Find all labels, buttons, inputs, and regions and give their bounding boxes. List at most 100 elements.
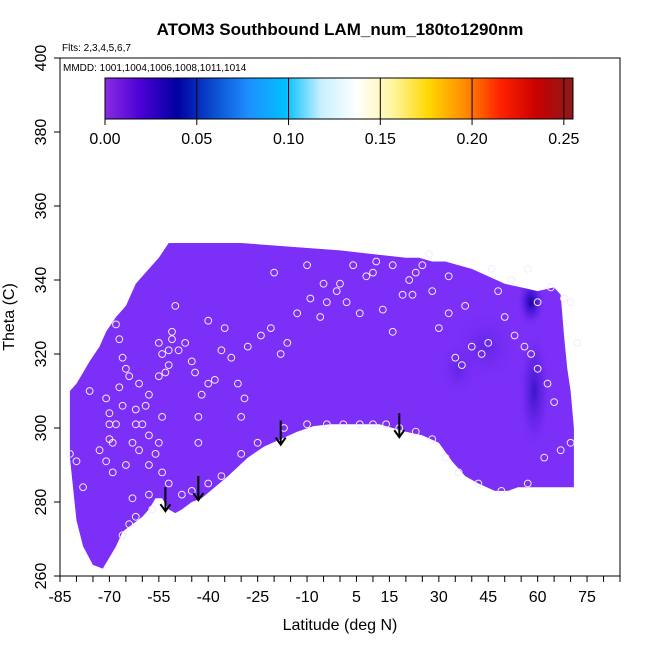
sample-point [145,431,153,440]
field-layer [69,243,574,569]
sample-point [125,372,134,381]
sample-point [118,401,127,410]
sample-point [220,324,229,333]
sample-point [303,420,311,429]
sample-point [487,265,496,273]
y-tick-label: 340 [33,267,50,294]
sample-point [177,490,186,499]
sample-point [510,331,519,340]
sample-point [65,450,74,458]
x-tick-label: -85 [48,589,71,606]
sample-point [131,405,140,414]
sample-point [444,272,453,281]
data-field [69,243,574,569]
sample-point [342,298,351,307]
sample-point [349,261,358,270]
sample-point [128,494,137,503]
sample-point [128,438,137,447]
sample-point [174,346,183,355]
sample-point [204,379,213,388]
sample-point [556,446,565,455]
arrows [159,413,406,513]
sample-point [306,294,315,303]
sample-point [369,420,377,429]
sample-point [316,313,325,321]
sample-point [566,438,575,447]
sample-point [283,339,292,347]
sample-point [408,290,417,299]
sample-point [115,383,124,392]
sample-point [118,353,127,362]
sample-point [507,276,516,284]
sample-point [168,335,176,344]
sample-point [497,487,506,495]
sample-point [467,342,476,351]
y-axis: 260 280 300 320 340 360 380 400 [33,45,60,590]
sample-point [494,287,503,296]
sample-point [527,350,535,358]
arrow-marker [274,420,287,447]
x-tick-label: -40 [197,589,220,606]
sample-point [112,320,120,329]
sample-point [164,346,173,355]
colorbar: 0.00 0.05 0.10 0.15 0.20 0.25 [89,77,579,148]
x-tick-label: 5 [352,589,361,606]
sample-point [161,368,170,377]
sample-point [85,387,94,395]
sample-point [372,257,381,266]
y-axis-label: Theta (C) [1,283,18,351]
y-tick-label: 280 [33,489,50,516]
arrow-marker [393,413,406,439]
sample-point [145,490,153,499]
sample-point [336,279,344,288]
sample-point [461,302,470,310]
chart-title: ATOM3 Southbound LAM_num_180to1290nm [157,20,524,39]
sample-point [135,379,143,388]
sample-point [243,342,252,351]
sample-point [171,302,180,310]
sample-point [131,420,140,429]
sample-point [293,309,302,318]
x-tick-label: -70 [98,589,121,606]
colorbar-tick-label: 0.15 [365,131,396,148]
sample-point [233,379,242,388]
sample-point [154,372,163,381]
sample-point [428,435,437,444]
sample-point [276,350,285,358]
sample-point [204,479,213,488]
sample-point [434,324,443,333]
sample-point [227,353,236,362]
y-tick-label: 400 [33,45,50,72]
sample-point [378,305,387,314]
sample-point [118,531,127,540]
sample-point [125,520,134,529]
sample-point [550,398,559,407]
sample-point [237,413,246,421]
x-tick-label: -55 [147,589,170,606]
sample-point [319,279,328,288]
sample-point [102,394,111,403]
sample-point [108,468,117,477]
y-tick-label: 260 [33,563,50,590]
sample-point [441,453,450,462]
sample-point [428,287,437,296]
sample-point [369,268,377,277]
sample-point [217,472,226,481]
x-tick-label: 60 [529,589,547,606]
sample-point [105,409,114,418]
sample-point [135,446,143,455]
y-tick-label: 300 [33,415,50,442]
sample-point [164,479,173,488]
sample-point [411,268,420,277]
sample-point [197,390,206,399]
sample-point [115,335,124,344]
sample-point [362,272,371,281]
sample-point [105,435,114,444]
high-value-region [518,331,551,451]
high-value-region [438,338,479,399]
sample-point [382,420,391,429]
sample-point [339,420,348,429]
sample-point [181,339,190,347]
sample-point [145,461,153,469]
